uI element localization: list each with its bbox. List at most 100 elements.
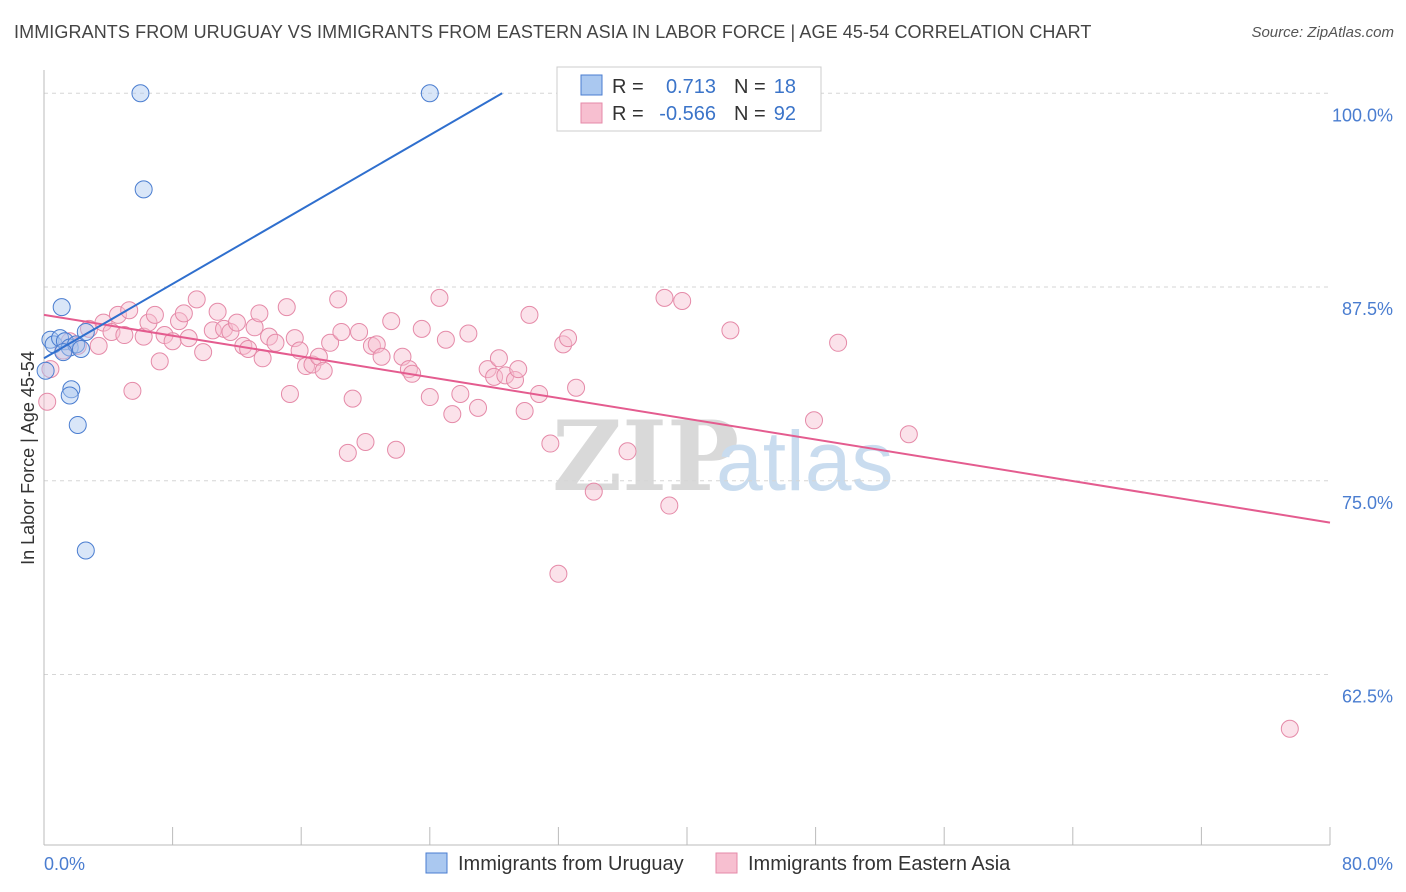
eastern-asia-point-86 <box>721 321 740 340</box>
eastern-asia-point-27 <box>221 322 240 341</box>
eastern-asia-point-37 <box>280 384 299 403</box>
eastern-asia-point-47 <box>338 443 357 462</box>
eastern-asia-point-64 <box>451 384 470 403</box>
eastern-asia-point-46 <box>332 322 351 341</box>
x-tick-label-1: 80.0% <box>1342 854 1393 874</box>
stats-n-value-2: 92 <box>774 103 796 125</box>
y-gridlines <box>44 92 1330 675</box>
eastern-asia-point-65 <box>459 324 478 343</box>
axes <box>43 70 1331 846</box>
watermark: ZIP atlas <box>552 400 893 513</box>
eastern-asia-point-12 <box>123 381 142 400</box>
eastern-asia-point-16 <box>150 352 169 371</box>
uruguay-point-1 <box>420 84 439 103</box>
eastern-asia-point-54 <box>382 312 401 331</box>
stats-n-label-2: N = <box>734 103 766 125</box>
eastern-asia-point-63 <box>443 405 462 424</box>
uruguay-point-10 <box>71 340 90 358</box>
uruguay-point-12 <box>36 361 55 380</box>
x-tick-labels: 0.0% 80.0% <box>44 854 1393 874</box>
eastern-asia-point-88 <box>829 333 848 352</box>
eastern-asia-point-68 <box>485 367 504 386</box>
eastern-asia-point-69 <box>489 349 508 368</box>
y-tick-label-3: 100.0% <box>1332 105 1393 125</box>
eastern-asia-point-55 <box>387 440 406 459</box>
eastern-asia-point-28 <box>227 313 246 332</box>
eastern-asia-point-83 <box>655 288 674 307</box>
eastern-asia-point-66 <box>469 398 488 417</box>
y-tick-label-1: 75.0% <box>1342 493 1393 513</box>
stats-r-value-1: 0.713 <box>666 76 716 98</box>
eastern-asia-point-35 <box>266 333 285 352</box>
eastern-asia-point-87 <box>804 411 823 430</box>
eastern-asia-point-77 <box>549 564 568 583</box>
stats-r-label-2: R = <box>612 103 644 125</box>
stats-n-label-1: N = <box>734 76 766 98</box>
eastern-asia-point-25 <box>208 302 227 321</box>
eastern-asia-point-79 <box>559 329 578 348</box>
eastern-asia-point-80 <box>567 378 586 397</box>
eastern-asia-point-73 <box>515 402 534 420</box>
eastern-asia-point-48 <box>343 389 362 408</box>
y-tick-label-0: 62.5% <box>1342 687 1393 707</box>
eastern-asia-point-62 <box>436 330 455 349</box>
watermark-atlas: atlas <box>716 414 893 508</box>
eastern-asia-point-36 <box>277 298 296 317</box>
series-eastern-asia-points <box>38 288 1299 738</box>
uruguay-point-16 <box>76 541 95 560</box>
stats-swatch-uruguay <box>580 74 603 96</box>
legend-label-eastern-asia: Immigrants from Eastern Asia <box>748 853 1011 875</box>
eastern-asia-point-21 <box>187 290 206 309</box>
eastern-asia-point-53 <box>372 347 391 366</box>
eastern-asia-point-44 <box>321 333 340 352</box>
eastern-asia-point-76 <box>541 434 560 453</box>
eastern-asia-point-32 <box>250 304 269 323</box>
eastern-asia-point-43 <box>314 361 333 380</box>
source-credit: Source: ZipAtlas.com <box>1251 24 1394 41</box>
stats-box: R = 0.713 N = 18 R = -0.566 N = 92 <box>556 66 822 132</box>
stats-r-label-1: R = <box>612 76 644 98</box>
stats-n-value-1: 18 <box>774 76 796 98</box>
eastern-asia-point-90 <box>1280 719 1299 738</box>
uruguay-point-6 <box>51 329 70 348</box>
watermark-zip: ZIP <box>552 400 739 513</box>
eastern-asia-point-42 <box>309 347 328 366</box>
eastern-asia-point-60 <box>420 388 439 407</box>
eastern-asia-point-45 <box>329 290 348 309</box>
eastern-asia-point-20 <box>174 304 193 323</box>
eastern-asia-point-71 <box>505 371 524 389</box>
eastern-asia-point-50 <box>356 433 375 451</box>
trend-lines <box>43 92 1331 524</box>
eastern-asia-point-31 <box>245 318 264 337</box>
eastern-asia-point-78 <box>554 335 573 354</box>
series-uruguay-points <box>36 84 439 560</box>
eastern-asia-point-11 <box>120 301 139 320</box>
uruguay-point-3 <box>52 298 71 317</box>
eastern-asia-point-81 <box>584 482 603 501</box>
trend-line-eastern-asia <box>43 313 1331 524</box>
eastern-asia-point-15 <box>145 305 164 324</box>
chart-title: IMMIGRANTS FROM URUGUAY VS IMMIGRANTS FR… <box>14 22 1092 42</box>
eastern-asia-point-74 <box>520 305 539 324</box>
legend-swatch-eastern-asia <box>715 852 738 874</box>
stats-r-value-2: -0.566 <box>659 103 716 125</box>
uruguay-point-15 <box>68 415 87 434</box>
legend-label-uruguay: Immigrants from Uruguay <box>458 853 684 875</box>
eastern-asia-point-10 <box>115 326 134 345</box>
uruguay-point-14 <box>60 386 79 405</box>
legend-swatch-uruguay <box>425 852 448 874</box>
trend-line-uruguay <box>43 92 503 360</box>
eastern-asia-point-24 <box>203 321 222 340</box>
uruguay-point-0 <box>131 84 150 103</box>
eastern-asia-point-61 <box>430 288 449 307</box>
eastern-asia-point-72 <box>509 360 528 379</box>
eastern-asia-point-33 <box>253 349 272 368</box>
eastern-asia-point-0 <box>38 392 57 411</box>
y-tick-label-2: 87.5% <box>1342 299 1393 319</box>
eastern-asia-point-59 <box>412 319 431 338</box>
eastern-asia-point-6 <box>89 336 108 355</box>
uruguay-point-2 <box>134 180 153 199</box>
eastern-asia-point-23 <box>194 343 213 362</box>
eastern-asia-point-89 <box>899 425 918 444</box>
